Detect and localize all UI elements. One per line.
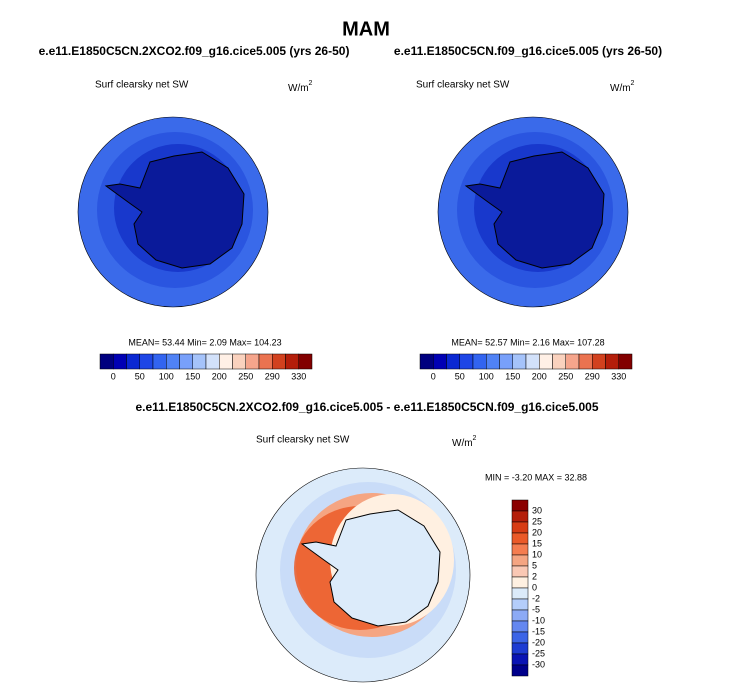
colorbar-box <box>511 565 529 578</box>
colorbar-box <box>511 642 529 655</box>
colorbar-box <box>192 353 207 370</box>
colorbar-label: 0 <box>431 371 436 381</box>
colorbar-box <box>219 353 233 370</box>
colorbar-label: 250 <box>238 371 253 381</box>
colorbar-label: -20 <box>532 637 545 647</box>
colorbar-box <box>511 554 529 567</box>
colorbar-box <box>459 353 474 370</box>
colorbar-label: 50 <box>455 371 465 381</box>
colorbar-label: 150 <box>185 371 200 381</box>
map <box>77 116 269 308</box>
colorbar-box <box>511 532 529 545</box>
colorbar-box <box>511 620 529 633</box>
panel-title: e.e11.E1850C5CN.f09_g16.cice5.005 (yrs 2… <box>394 44 662 58</box>
stats-label: MEAN= 53.44 Min= 2.09 Max= 104.23 <box>128 337 281 347</box>
colorbar-box <box>205 353 220 370</box>
colorbar-box <box>511 609 529 622</box>
colorbar-label: 330 <box>611 371 626 381</box>
colorbar-box <box>166 353 180 370</box>
colorbar-label: 15 <box>532 538 542 548</box>
colorbar: 0 50 100 150 200 250 290 330 <box>419 353 633 381</box>
colorbar-label: 250 <box>558 371 573 381</box>
panel-title: e.e11.E1850C5CN.2XCO2.f09_g16.cice5.005 … <box>136 400 599 414</box>
colorbar-box <box>272 353 286 370</box>
colorbar-box <box>126 353 140 370</box>
colorbar-label: -2 <box>532 593 540 603</box>
units-label: W/m2 <box>452 435 477 449</box>
colorbar-label: -5 <box>532 604 540 614</box>
colorbar-box <box>552 353 566 370</box>
colorbar-box <box>539 353 553 370</box>
colorbar-box <box>232 353 246 370</box>
colorbar-label: 20 <box>532 527 542 537</box>
colorbar-box <box>258 353 273 370</box>
colorbar-box <box>472 353 487 370</box>
colorbar-box <box>578 353 593 370</box>
map <box>255 467 471 683</box>
colorbar-box <box>298 353 313 370</box>
colorbar-box <box>525 353 540 370</box>
colorbar-label: 290 <box>585 371 600 381</box>
figure-title: MAM <box>342 18 390 40</box>
colorbar-box <box>285 353 299 370</box>
colorbar-box <box>511 598 529 611</box>
colorbar-box <box>179 353 193 370</box>
colorbar-box <box>419 353 434 370</box>
colorbar-label: -15 <box>532 626 545 636</box>
colorbar-label: 330 <box>291 371 306 381</box>
colorbar-box <box>511 664 529 677</box>
colorbar-label: 25 <box>532 516 542 526</box>
colorbar-box <box>139 353 154 370</box>
variable-label: Surf clearsky net SW <box>416 80 510 91</box>
colorbar-box <box>511 543 529 556</box>
colorbar: 0 50 100 150 200 250 290 330 <box>99 353 313 381</box>
colorbar-box <box>511 499 529 512</box>
colorbar-box <box>113 353 127 370</box>
colorbar-box <box>511 521 529 534</box>
colorbar-label: 100 <box>479 371 494 381</box>
colorbar-label: 290 <box>265 371 280 381</box>
colorbar-label: -10 <box>532 615 545 625</box>
colorbar-label: 10 <box>532 549 542 559</box>
colorbar-label: 0 <box>532 582 537 592</box>
colorbar-box <box>592 353 606 370</box>
colorbar-box <box>446 353 460 370</box>
colorbar-box <box>99 353 114 370</box>
colorbar-box <box>511 576 529 589</box>
colorbar-label: 30 <box>532 505 542 515</box>
colorbar-label: 200 <box>532 371 547 381</box>
map <box>437 116 629 308</box>
colorbar-label: -25 <box>532 648 545 658</box>
colorbar-box <box>499 353 513 370</box>
colorbar-label: 5 <box>532 560 537 570</box>
colorbar-box <box>511 587 529 600</box>
panel-title: e.e11.E1850C5CN.2XCO2.f09_g16.cice5.005 … <box>39 44 350 58</box>
colorbar-box <box>486 353 500 370</box>
colorbar-label: -30 <box>532 659 545 669</box>
units-label: W/m2 <box>288 80 313 94</box>
variable-label: Surf clearsky net SW <box>95 80 189 91</box>
colorbar-box <box>511 510 529 523</box>
stats-label: MEAN= 52.57 Min= 2.16 Max= 107.28 <box>451 337 604 347</box>
colorbar-box <box>605 353 619 370</box>
colorbar-box <box>245 353 260 370</box>
colorbar-label: 0 <box>111 371 116 381</box>
colorbar-box <box>511 653 529 666</box>
colorbar-label: 200 <box>212 371 227 381</box>
colorbar-label: 2 <box>532 571 537 581</box>
colorbar-box <box>152 353 167 370</box>
colorbar-box <box>618 353 633 370</box>
stats-label: MIN = -3.20 MAX = 32.88 <box>485 472 587 482</box>
colorbar-label: 100 <box>159 371 174 381</box>
colorbar-label: 50 <box>135 371 145 381</box>
colorbar-box <box>512 353 527 370</box>
colorbar-label: 150 <box>505 371 520 381</box>
units-label: W/m2 <box>610 80 635 94</box>
variable-label: Surf clearsky net SW <box>256 435 350 446</box>
colorbar-box <box>565 353 580 370</box>
colorbar-box <box>511 631 529 644</box>
colorbar-box <box>433 353 447 370</box>
